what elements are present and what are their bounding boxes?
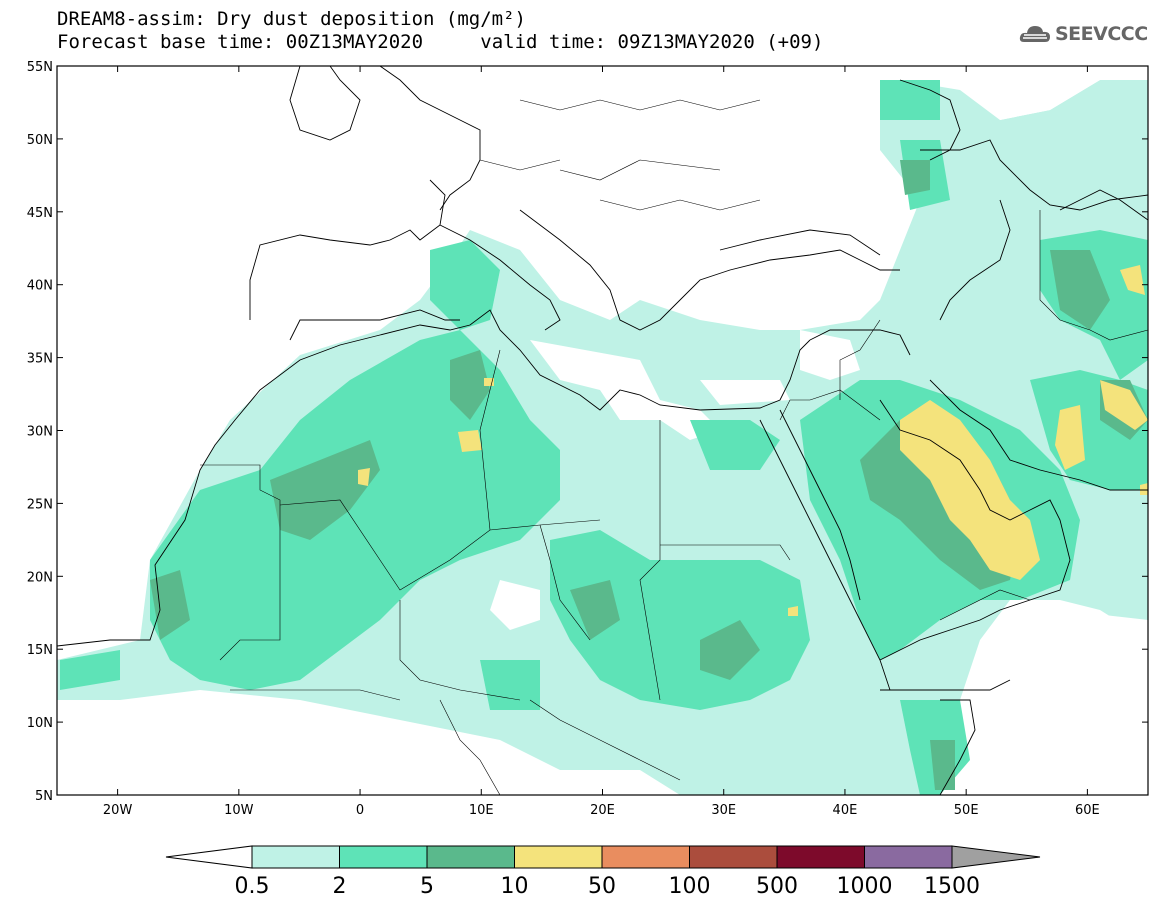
colorbar-segment — [514, 845, 603, 869]
colorbar-segment — [426, 845, 515, 869]
lat-label: 50N — [27, 133, 53, 148]
lat-label: 55N — [27, 60, 53, 75]
base-time: Forecast base time: 00Z13MAY2020 — [57, 31, 424, 53]
lon-label: 20W — [103, 803, 133, 818]
colorbar-over-arrow — [951, 845, 1041, 869]
colorbar-label: 5 — [420, 874, 434, 899]
colorbar-label: 1500 — [924, 874, 980, 899]
lon-label: 10E — [469, 803, 494, 818]
colorbar-label: 10 — [501, 874, 529, 899]
clear-areas — [57, 66, 1148, 795]
colorbar-segment — [339, 845, 428, 869]
dust-fields — [57, 66, 1148, 795]
lat-label: 45N — [27, 206, 53, 221]
lat-label: 35N — [27, 352, 53, 367]
lon-label: 10W — [224, 803, 254, 818]
colorbar-label: 500 — [756, 874, 798, 899]
colorbar: 0.5 2 5 10 50 100 500 1000 1500 — [165, 845, 1041, 899]
lat-label: 10N — [27, 716, 53, 731]
colorbar-label: 50 — [588, 874, 616, 899]
latitude-axis: 55N 50N 45N 40N 35N 30N 25N 20N 15N 10N 5N — [27, 60, 1148, 804]
map-title: DREAM8-assim: Dry dust deposition (mg/m²… — [57, 8, 526, 30]
logo-text: SEEVCCC — [1055, 23, 1148, 45]
colorbar-label: 0.5 — [235, 874, 270, 899]
lat-label: 25N — [27, 497, 53, 512]
seevccc-logo: SEEVCCC — [1018, 22, 1148, 46]
longitude-axis: 20W 10W 0 10E 20E 30E 40E 50E 60E — [103, 66, 1100, 818]
colorbar-segment — [689, 845, 778, 869]
lat-label: 40N — [27, 279, 53, 294]
colorbar-under-arrow — [165, 845, 253, 869]
lat-label: 20N — [27, 570, 53, 585]
valid-time: valid time: 09Z13MAY2020 (+09) — [480, 31, 824, 53]
borders — [200, 99, 1148, 795]
lat-label: 5N — [35, 789, 53, 804]
lon-label: 0 — [356, 803, 364, 818]
colorbar-label: 2 — [333, 874, 347, 899]
lon-label: 20E — [590, 803, 615, 818]
colorbar-segment — [776, 845, 865, 869]
colorbar-label: 100 — [669, 874, 711, 899]
coastlines — [57, 66, 1148, 795]
colorbar-segment — [251, 845, 340, 869]
lon-label: 50E — [954, 803, 979, 818]
colorbar-label: 1000 — [837, 874, 893, 899]
lon-label: 40E — [833, 803, 858, 818]
cloud-logo-icon — [1019, 26, 1050, 42]
lon-label: 30E — [711, 803, 736, 818]
lon-label: 60E — [1075, 803, 1100, 818]
colorbar-segment — [601, 845, 690, 869]
lat-label: 15N — [27, 643, 53, 658]
time-info: Forecast base time: 00Z13MAY2020 valid t… — [57, 31, 823, 53]
lat-label: 30N — [27, 425, 53, 440]
dust-level-10 — [358, 265, 1148, 616]
colorbar-segment — [864, 845, 953, 869]
